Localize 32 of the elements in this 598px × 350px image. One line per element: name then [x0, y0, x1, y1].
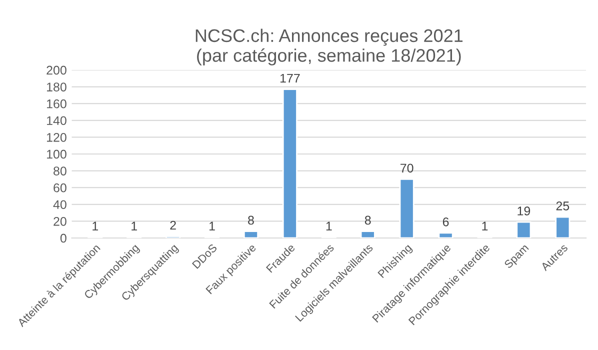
y-tick-label: 200 — [46, 66, 66, 75]
y-tick-label: 180 — [47, 82, 66, 92]
data-label: 1 — [482, 222, 488, 230]
data-label: 8 — [364, 216, 371, 225]
data-label: 2 — [170, 220, 176, 230]
data-label: 1 — [326, 222, 332, 230]
y-tick-label: 40 — [53, 200, 66, 210]
data-label: 1 — [132, 222, 137, 230]
bar — [282, 88, 298, 238]
chart-title: NCSC.ch: Annonces reçues 2021 (par catégorie, semaine 18/2021) — [196, 28, 463, 66]
y-tick-label: 100 — [47, 150, 66, 159]
data-label: 1 — [209, 222, 215, 230]
y-tick-label: 160 — [47, 99, 66, 108]
bar — [243, 230, 258, 238]
bar — [360, 230, 376, 238]
bar — [516, 221, 532, 238]
y-tick-label: 0 — [60, 234, 66, 243]
data-label: 177 — [280, 74, 300, 83]
data-label: 1 — [92, 222, 98, 230]
y-tick-label: 60 — [54, 183, 66, 192]
data-label: 8 — [248, 216, 254, 225]
bar — [399, 178, 414, 238]
data-label: 19 — [518, 206, 530, 216]
data-label: 70 — [400, 164, 414, 173]
y-tick-label: 20 — [54, 217, 66, 226]
data-label: 25 — [556, 202, 570, 210]
y-tick-label: 120 — [47, 133, 66, 142]
bar — [555, 216, 570, 238]
data-label: 6 — [442, 217, 449, 226]
y-tick-label: 80 — [54, 166, 66, 176]
bar — [438, 232, 454, 238]
y-tick-label: 140 — [47, 116, 66, 126]
